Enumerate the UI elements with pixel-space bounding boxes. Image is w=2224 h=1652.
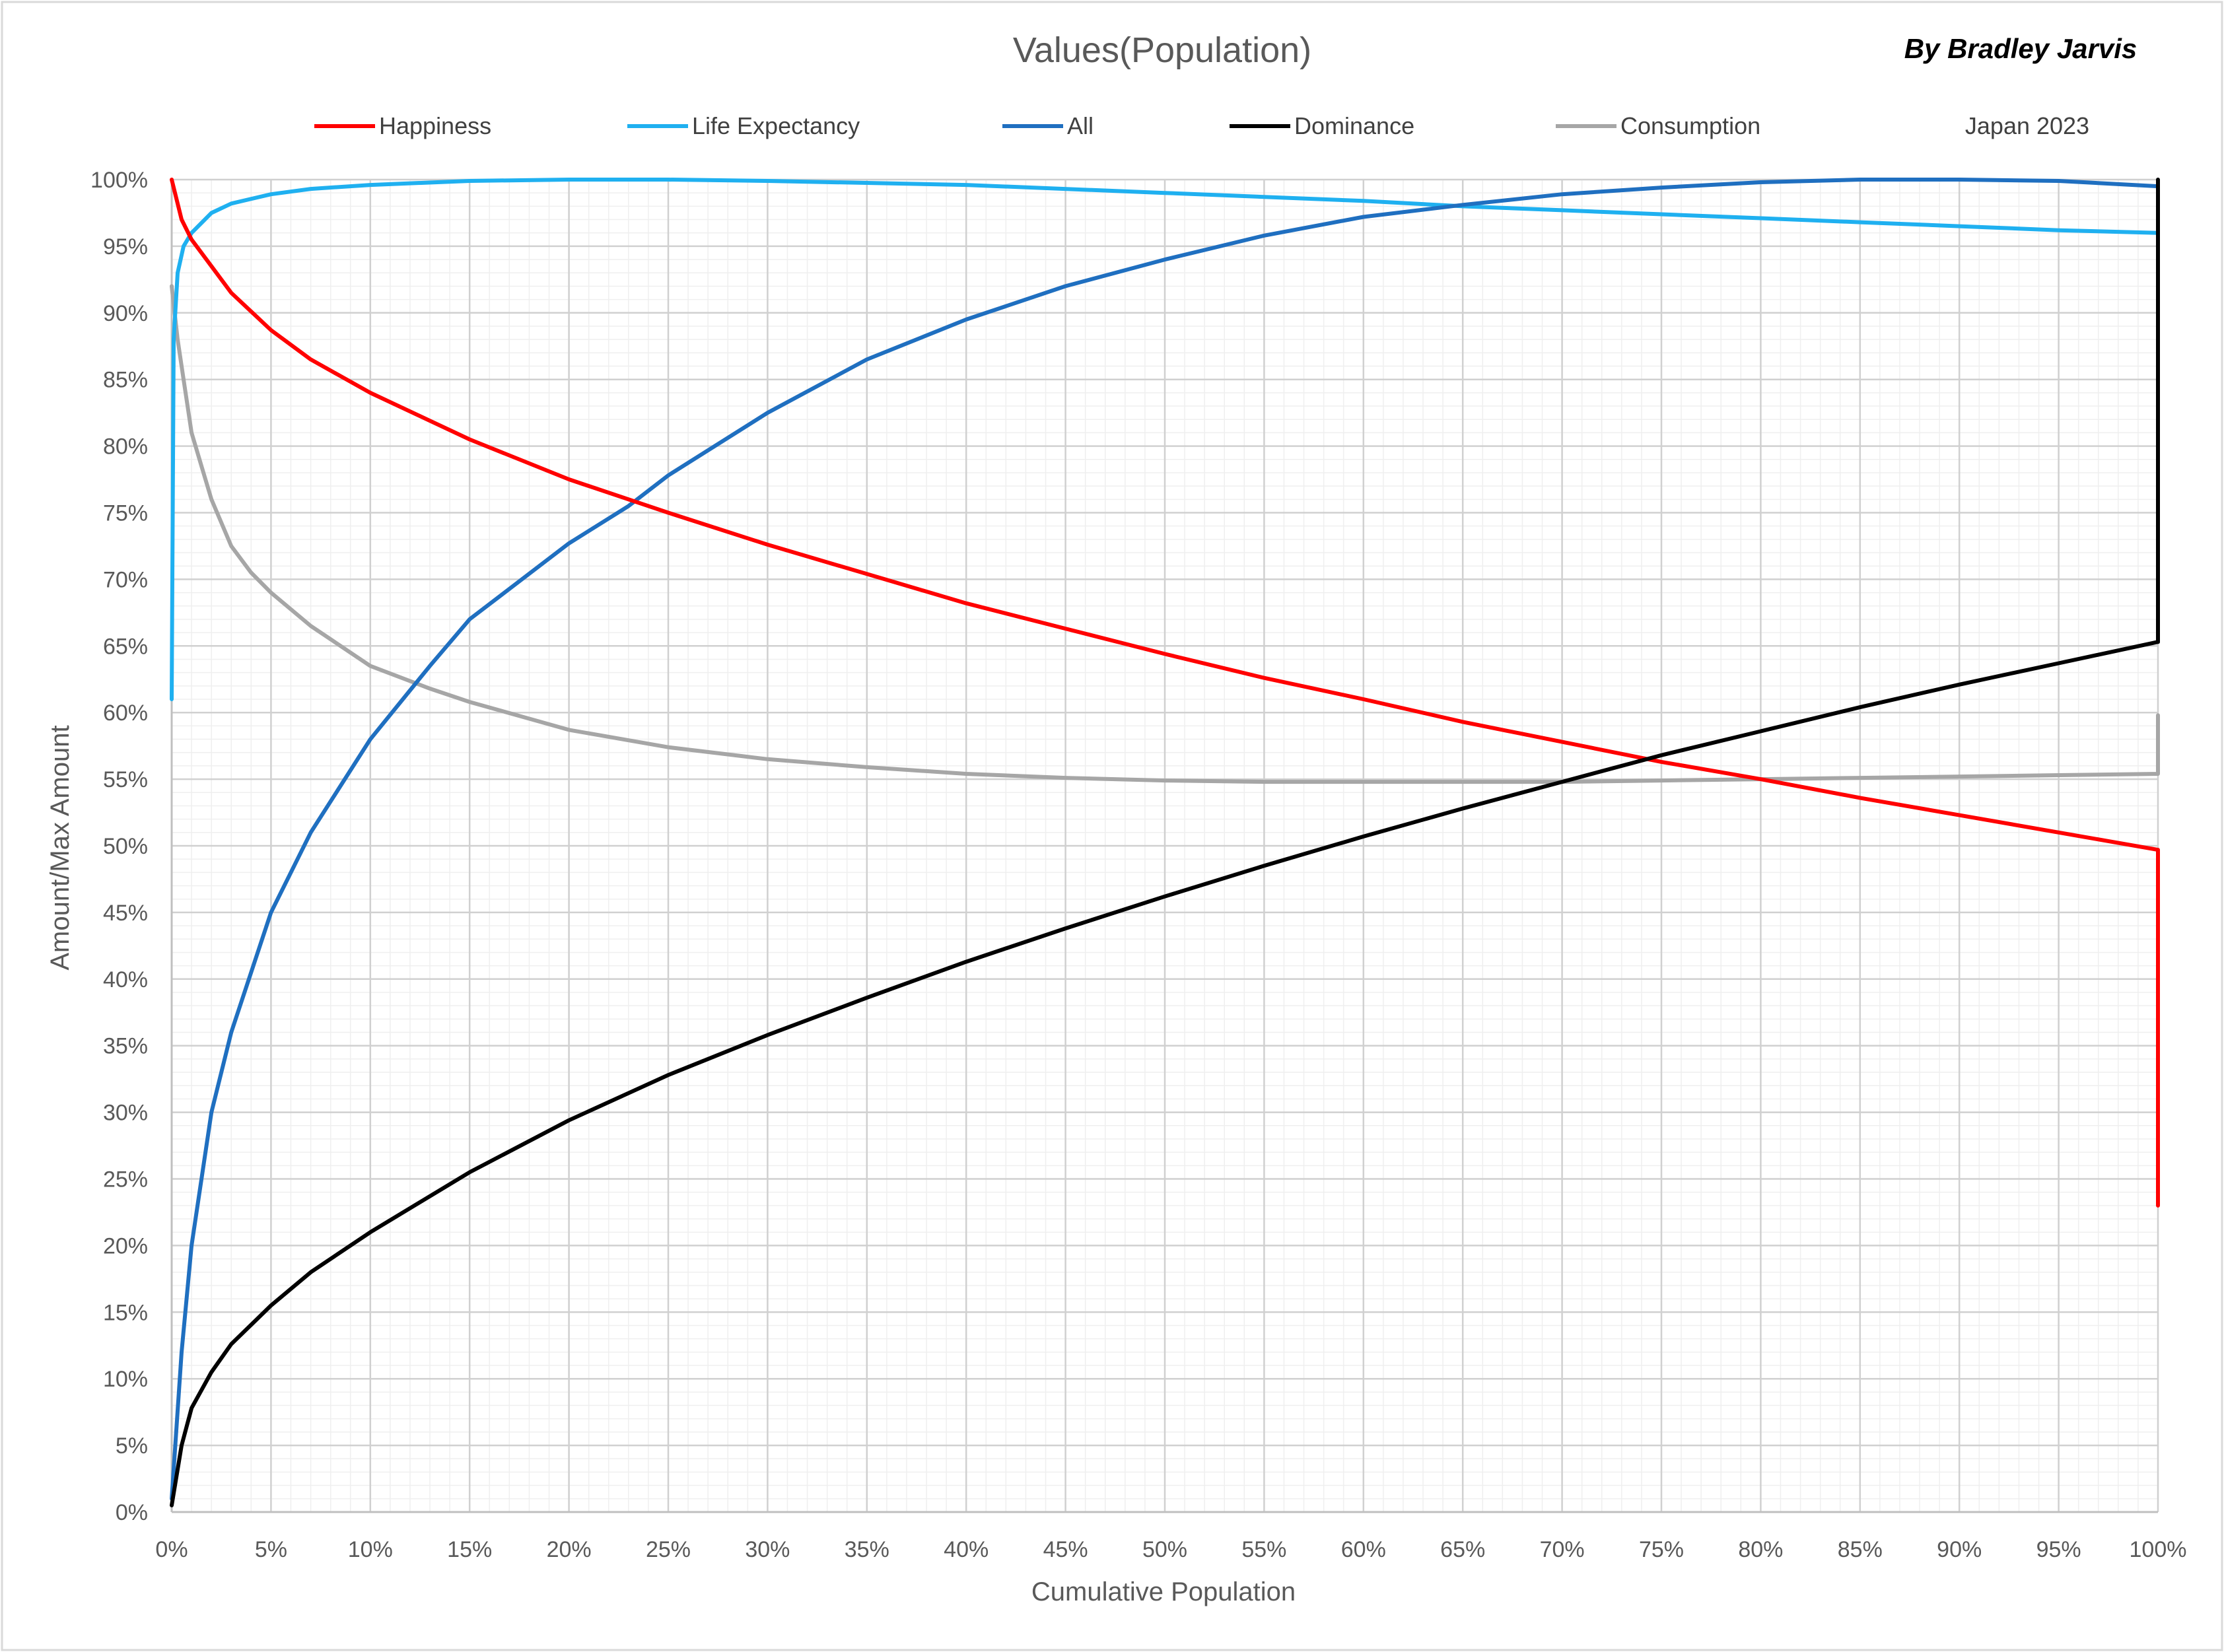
legend-label: Dominance [1294,112,1414,139]
x-tick-label: 90% [1937,1537,1982,1562]
legend: Happiness Life Expectancy All Dominance Cons… [314,112,1760,139]
x-tick-label: 35% [845,1537,889,1562]
axis-layer: 0% 5% 10% 15% 20% 25% 30% 35% 40% 45% 50% 55% 60% 65%… [90,168,2186,1562]
y-tick-label: 75% [103,501,148,526]
legend-label: Consumption [1620,112,1760,139]
y-axis-title: Amount/Max Amount [46,725,75,970]
series-line-dominance [170,178,2160,1507]
x-tick-label: 20% [547,1537,592,1562]
y-tick-label: 5% [116,1433,148,1459]
legend-label: All [1067,112,1094,139]
x-tick-label: 10% [348,1537,393,1562]
x-tick-label: 25% [646,1537,691,1562]
series-layer [170,178,2160,1507]
x-tick-label: 0% [155,1537,188,1562]
annotation-label: Japan 2023 [1965,112,2089,139]
y-tick-label: 100% [90,168,148,193]
x-tick-label: 50% [1142,1537,1187,1562]
x-tick-label: 5% [255,1537,287,1562]
series-line-life-expectancy [170,178,2160,701]
y-tick-label: 30% [103,1101,148,1126]
y-tick-label: 95% [103,234,148,259]
x-tick-label: 15% [447,1537,492,1562]
x-tick-label: 55% [1241,1537,1286,1562]
x-tick-label: 60% [1341,1537,1386,1562]
x-tick-label: 30% [745,1537,790,1562]
y-tick-label: 0% [116,1500,148,1525]
y-tick-label: 25% [103,1167,148,1192]
series-line-happiness [170,178,2160,1208]
y-tick-label: 10% [103,1367,148,1392]
y-tick-label: 55% [103,767,148,792]
y-tick-label: 80% [103,434,148,460]
y-tick-label: 35% [103,1034,148,1059]
legend-label: Life Expectancy [692,112,860,139]
x-tick-label: 40% [944,1537,989,1562]
y-tick-label: 60% [103,701,148,726]
x-tick-label: 100% [2130,1537,2187,1562]
y-tick-label: 50% [103,834,148,859]
chart-author: By Bradley Jarvis [1904,33,2137,64]
x-tick-label: 65% [1440,1537,1485,1562]
y-tick-label: 15% [103,1300,148,1325]
y-tick-label: 40% [103,967,148,992]
x-tick-label: 75% [1639,1537,1684,1562]
x-tick-label: 85% [1838,1537,1883,1562]
x-tick-label: 80% [1738,1537,1783,1562]
y-tick-label: 65% [103,634,148,659]
chart-title: Values(Population) [1013,30,1311,70]
y-tick-label: 85% [103,368,148,393]
x-tick-label: 95% [2036,1537,2081,1562]
grid-layer [170,178,2159,1513]
y-tick-label: 20% [103,1233,148,1258]
y-tick-label: 70% [103,567,148,592]
y-tick-label: 90% [103,301,148,326]
x-tick-label: 70% [1540,1537,1585,1562]
x-tick-label: 45% [1043,1537,1088,1562]
y-tick-label: 45% [103,901,148,926]
series-line-all [170,178,2160,1501]
x-axis-title: Cumulative Population [1031,1577,1296,1606]
legend-label: Happiness [379,112,491,139]
